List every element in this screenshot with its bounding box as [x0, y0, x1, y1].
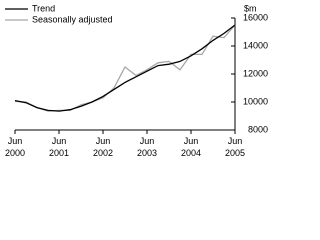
- x-tick-label: Jun 2003: [137, 136, 157, 158]
- y-tick-label: 10000: [243, 96, 268, 106]
- chart: $m 8000 10000 12000 14000 16000 Jun 2000 Jun 200…: [5, 3, 268, 158]
- x-tick-label: Jun 2002: [93, 136, 113, 158]
- legend-label: Seasonally adjusted: [32, 14, 113, 24]
- y-axis-label: $m: [244, 3, 257, 13]
- x-tick-label: Jun 2000: [5, 136, 25, 158]
- y-tick-label: 14000: [243, 40, 268, 50]
- x-tick-label: Jun 2004: [181, 136, 201, 158]
- y-tick-label: 8000: [248, 124, 268, 134]
- legend-label: Trend: [32, 3, 55, 13]
- x-tick-label: Jun 2001: [49, 136, 69, 158]
- series-line: [14, 24, 236, 112]
- x-tick-label: Jun 2005: [225, 136, 245, 158]
- y-tick-label: 16000: [243, 12, 268, 22]
- y-tick-label: 12000: [243, 68, 268, 78]
- series-line: [14, 24, 236, 112]
